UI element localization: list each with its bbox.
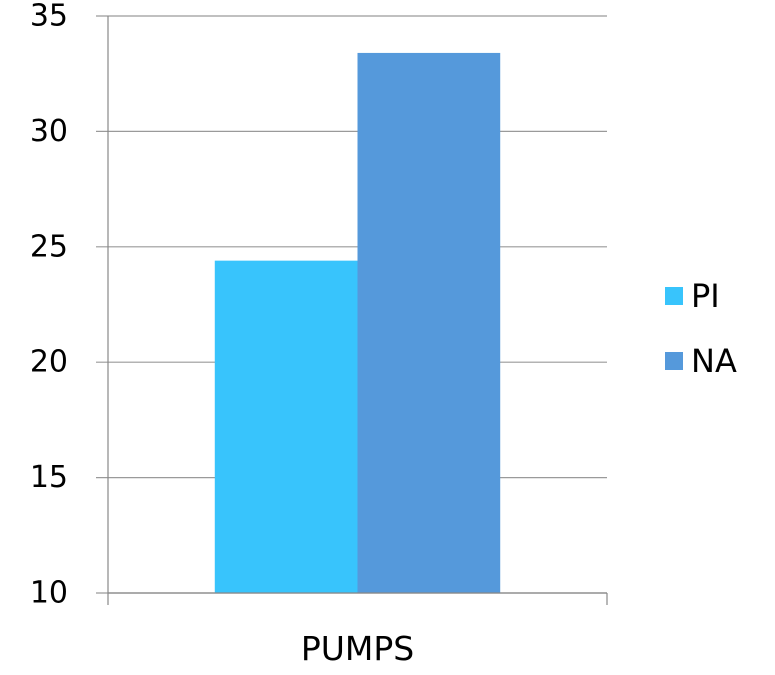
x-category-label: PUMPS (301, 629, 414, 668)
legend-label-na: NA (691, 342, 737, 380)
y-tick-label: 10 (30, 576, 68, 611)
y-tick-label: 15 (30, 460, 68, 495)
bar-pi-pumps (214, 260, 358, 593)
x-axis-tick-marks (107, 593, 608, 605)
x-axis-category-labels: PUMPS (301, 629, 414, 668)
y-axis-tick-labels: 10 15 20 25 30 35 (30, 0, 68, 611)
legend: PI NA (665, 277, 737, 380)
legend-swatch-na (665, 352, 683, 370)
bars (214, 52, 501, 594)
y-tick-label: 20 (30, 345, 68, 380)
legend-label-pi: PI (691, 277, 720, 315)
y-tick-label: 35 (30, 0, 68, 34)
y-tick-label: 30 (30, 114, 68, 149)
bar-na-pumps (357, 52, 501, 594)
y-tick-label: 25 (30, 229, 68, 264)
legend-swatch-pi (665, 287, 683, 305)
